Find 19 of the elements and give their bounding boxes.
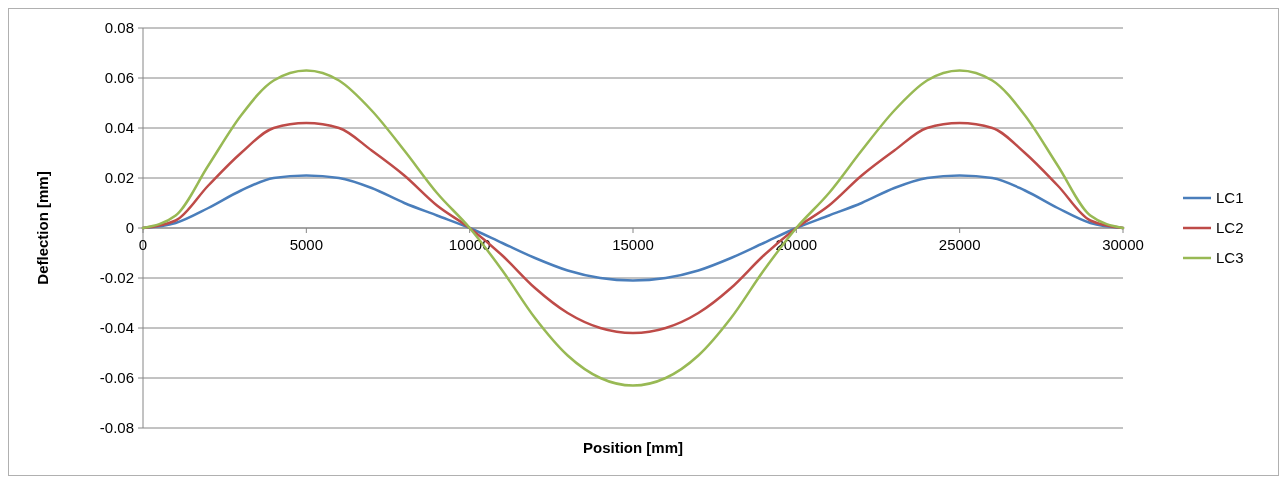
legend-label: LC2	[1216, 219, 1244, 237]
x-tick-label: 25000	[938, 236, 981, 253]
x-tick-label: 30000	[1102, 236, 1144, 253]
y-tick-label: 0.02	[104, 169, 134, 187]
y-tick-label: 0.06	[104, 69, 134, 87]
y-tick-label: 0	[125, 219, 134, 237]
y-tick-label: -0.06	[99, 369, 134, 387]
y-tick-label: 0.04	[104, 119, 134, 137]
x-tick-label: 15000	[612, 236, 654, 253]
y-tick-label: 0.08	[104, 19, 134, 37]
legend-label: LC1	[1216, 189, 1244, 207]
y-tick-label: -0.08	[99, 419, 134, 437]
y-tick-label: -0.04	[99, 319, 134, 337]
y-tick-label: -0.02	[99, 269, 134, 287]
legend-label: LC3	[1216, 249, 1244, 267]
y-axis-title: Deflection [mm]	[34, 171, 51, 285]
x-tick-label: 5000	[289, 236, 324, 253]
x-tick-label: 0	[138, 236, 148, 253]
x-axis-title: Position [mm]	[583, 439, 683, 456]
